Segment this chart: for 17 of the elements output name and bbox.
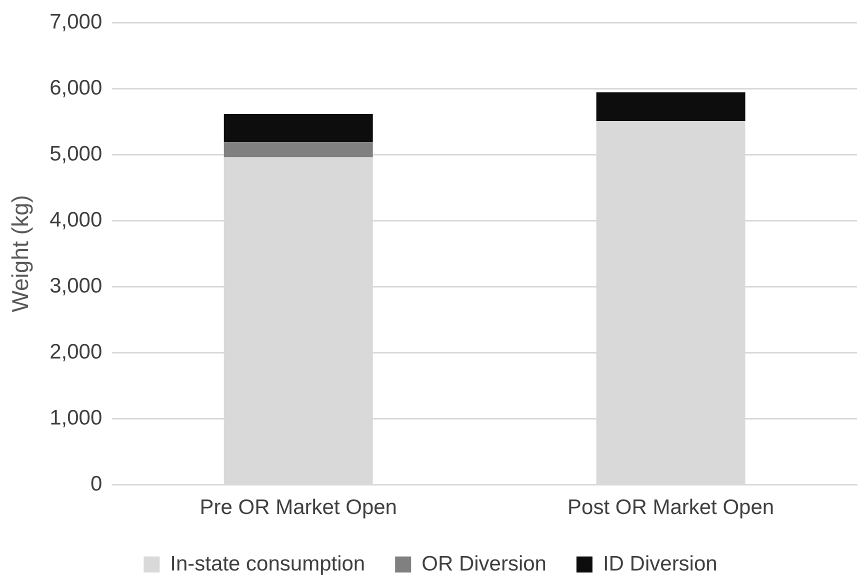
y-tick-label: 1,000 — [50, 406, 102, 430]
y-tick-label: 0 — [90, 472, 102, 496]
y-axis-title: Weight (kg) — [7, 195, 34, 312]
legend-label: ID Diversion — [602, 552, 718, 576]
y-tick-label: 6,000 — [50, 76, 102, 100]
y-tick-label: 7,000 — [50, 10, 102, 34]
y-tick-label: 5,000 — [50, 142, 102, 166]
y-tick-label: 4,000 — [50, 208, 102, 232]
y-tick-label: 3,000 — [50, 274, 102, 298]
y-tick-label: 2,000 — [50, 340, 102, 364]
bar — [224, 114, 373, 142]
bar — [596, 92, 746, 121]
bar — [224, 142, 373, 158]
x-tick-label: Pre OR Market Open — [200, 496, 397, 520]
legend-label: OR Diversion — [422, 552, 546, 576]
x-tick-label: Post OR Market Open — [568, 496, 774, 520]
legend-label: In-state consumption — [170, 552, 366, 576]
